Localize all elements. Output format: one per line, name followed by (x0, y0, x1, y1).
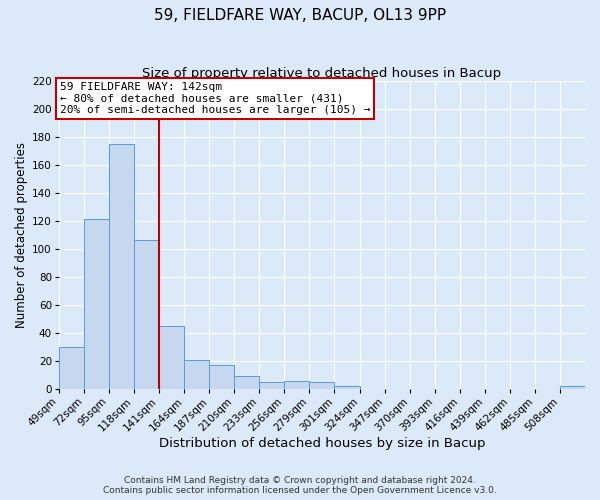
Title: Size of property relative to detached houses in Bacup: Size of property relative to detached ho… (142, 68, 502, 80)
Bar (284, 380, 310, 389)
Bar (334, 386, 359, 389)
Text: 59, FIELDFARE WAY, BACUP, OL13 9PP: 59, FIELDFARE WAY, BACUP, OL13 9PP (154, 8, 446, 22)
Bar (84, 220, 109, 389)
Bar (134, 240, 159, 389)
Bar (109, 144, 134, 389)
Bar (259, 382, 284, 389)
Bar (59, 347, 84, 389)
Bar (209, 365, 234, 389)
Bar (310, 382, 334, 389)
Bar (159, 326, 184, 389)
Y-axis label: Number of detached properties: Number of detached properties (15, 142, 28, 328)
Text: Contains HM Land Registry data © Crown copyright and database right 2024.
Contai: Contains HM Land Registry data © Crown c… (103, 476, 497, 495)
Bar (234, 376, 259, 389)
Text: 59 FIELDFARE WAY: 142sqm
← 80% of detached houses are smaller (431)
20% of semi-: 59 FIELDFARE WAY: 142sqm ← 80% of detach… (60, 82, 370, 115)
Bar (184, 360, 209, 389)
X-axis label: Distribution of detached houses by size in Bacup: Distribution of detached houses by size … (158, 437, 485, 450)
Bar (560, 386, 585, 389)
